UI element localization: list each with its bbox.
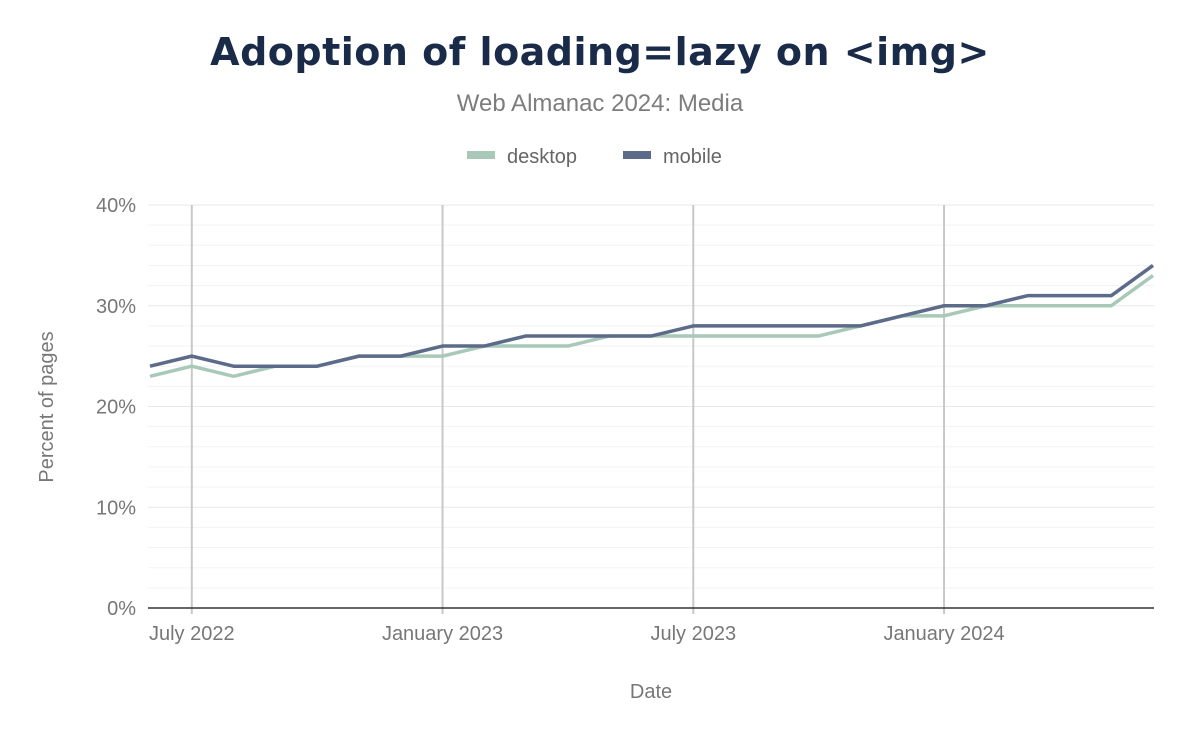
x-tick-label: January 2024 (883, 623, 1004, 645)
x-axis-title: Date (630, 681, 672, 703)
x-tick-label: July 2023 (650, 623, 736, 645)
y-axis-ticks: 0% 10% 20% 30% 40% (96, 195, 136, 620)
y-tick-label: 0% (107, 598, 136, 620)
legend-swatch-mobile (623, 151, 651, 159)
x-tick-label: July 2022 (149, 623, 235, 645)
y-tick-label: 40% (96, 195, 136, 217)
legend-label-desktop: desktop (507, 146, 577, 168)
x-axis-ticks: July 2022 January 2023 July 2023 January 20… (149, 623, 1005, 645)
chart-title: Adoption of loading=lazy on <img> (210, 30, 990, 74)
legend: desktop mobile (467, 146, 722, 168)
grid (148, 204, 1154, 589)
series-line-mobile (149, 264, 1155, 368)
y-tick-label: 30% (96, 296, 136, 318)
x-tick-label: January 2023 (382, 623, 503, 645)
chart-subtitle: Web Almanac 2024: Media (456, 90, 744, 117)
x-grid (190, 205, 946, 614)
legend-label-mobile: mobile (663, 146, 722, 168)
series-lines (149, 264, 1155, 379)
y-tick-label: 10% (96, 497, 136, 519)
legend-swatch-desktop (467, 151, 495, 159)
y-tick-label: 20% (96, 397, 136, 419)
y-axis-title: Percent of pages (36, 331, 58, 482)
